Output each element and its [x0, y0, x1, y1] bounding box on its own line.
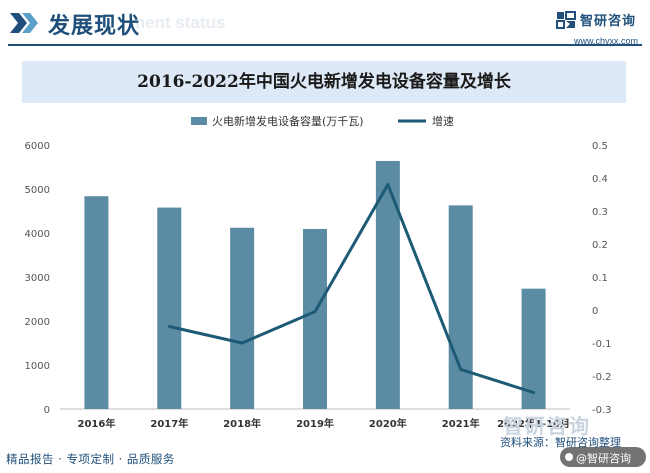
growth-point: [313, 310, 317, 314]
legend-line-label: 增速: [432, 114, 454, 128]
data-source: 资料来源：智研咨询整理: [500, 436, 621, 449]
growth-point: [240, 341, 244, 345]
x-tick-label: 2022年1-10月: [497, 417, 570, 430]
bar: [84, 196, 109, 409]
chevron-arrows-icon: [10, 13, 38, 33]
chart-title: 2016-2022年中国火电新增发电设备容量及增长: [137, 72, 511, 92]
footer-bar: [0, 448, 650, 473]
growth-point: [386, 183, 390, 187]
y-right-tick-label: 0.2: [592, 240, 608, 251]
bar: [448, 205, 473, 409]
y-left-tick-label: 3000: [25, 273, 50, 284]
section-title: 发展现状: [48, 14, 141, 39]
bar: [157, 207, 182, 409]
y-left-tick-label: 6000: [25, 141, 50, 152]
growth-point: [459, 367, 463, 371]
y-right-tick-label: 0: [592, 306, 598, 317]
y-left-tick-label: 2000: [25, 317, 50, 328]
x-tick-label: 2017年: [150, 417, 188, 430]
header-divider: [8, 44, 642, 46]
brand-name: 智研咨询: [580, 14, 637, 29]
badge-text: @智研咨询: [576, 452, 631, 465]
bar: [303, 228, 327, 409]
header: ment status 发展现状 智研咨询 www.chyxx.com: [0, 0, 650, 50]
y-left-tick-label: 5000: [25, 185, 50, 196]
y-right-tick-label: -0.2: [592, 372, 612, 383]
chart-title-band: 2016-2022年中国火电新增发电设备容量及增长: [22, 61, 626, 103]
y-right-tick-label: 0.1: [592, 273, 608, 284]
legend-bar-label: 火电新增发电设备容量(万千瓦): [212, 114, 364, 128]
y-left-tick-label: 0: [44, 405, 50, 416]
y-left-tick-label: 1000: [25, 361, 50, 372]
badge-dot-icon: [565, 453, 573, 461]
y-left-tick-label: 4000: [25, 229, 50, 240]
growth-point: [167, 325, 171, 328]
y-right-tick-label: -0.1: [592, 339, 612, 350]
growth-line: [168, 183, 535, 394]
bar: [230, 227, 255, 409]
footer-watermark: 智研咨询: [503, 414, 591, 438]
legend-bar-swatch: [191, 117, 207, 125]
x-tick-label: 2021年: [442, 417, 480, 430]
x-tick-label: 2019年: [296, 417, 334, 430]
account-badge: @智研咨询: [560, 447, 646, 467]
growth-point: [532, 391, 536, 394]
y-right-tick-label: 0.5: [592, 141, 608, 152]
footer-tagline: 精品报告 · 专项定制 · 品质服务: [6, 452, 175, 466]
x-tick-label: 2016年: [78, 417, 116, 430]
brand-logo-icon: [556, 11, 576, 29]
y-right-tick-label: -0.3: [592, 405, 612, 416]
x-tick-label: 2020年: [369, 417, 407, 430]
y-right-tick-label: 0.4: [592, 174, 608, 185]
header-watermark: ment status: [130, 13, 226, 32]
x-tick-label: 2018年: [223, 417, 261, 430]
brand-url: www.chyxx.com: [574, 36, 639, 46]
y-right-tick-label: 0.3: [592, 207, 608, 218]
